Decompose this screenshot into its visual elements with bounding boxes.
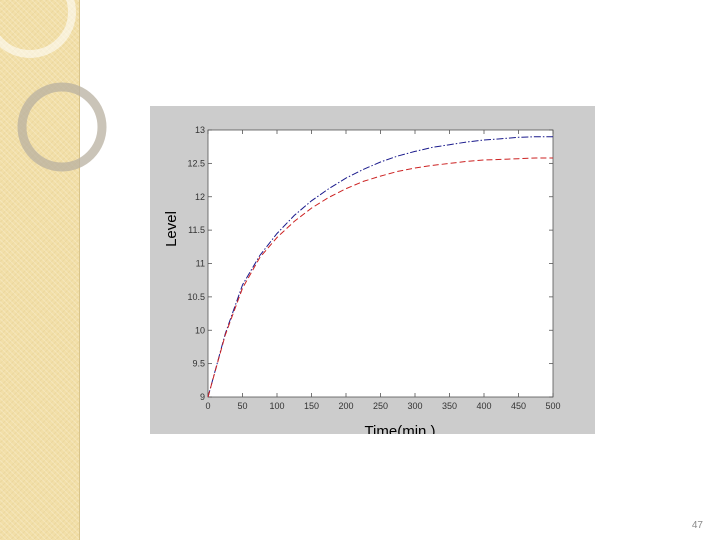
x-tick-label: 450 (511, 401, 526, 411)
x-tick-label: 0 (205, 401, 210, 411)
plot-area (207, 129, 554, 398)
y-axis-title: Level (163, 211, 180, 247)
series-line-2 (207, 157, 553, 398)
decorative-ring-bottom (17, 82, 107, 172)
x-tick-label: 100 (269, 401, 284, 411)
x-axis-title: Time(min.) (364, 423, 435, 434)
series-line-1 (207, 136, 553, 398)
y-tick-label: 10 (195, 325, 205, 335)
y-tick-label: 9.5 (192, 359, 205, 369)
x-tick-label: 200 (338, 401, 353, 411)
y-tick-label: 11.5 (188, 225, 205, 235)
decorative-rings (0, 0, 107, 172)
y-tick-label: 12.5 (187, 158, 205, 168)
line-chart: 0 50 100 150 200 250 300 350 400 450 500 9 9.5 10 10.5… (163, 125, 561, 434)
x-tick-label: 250 (373, 401, 388, 411)
x-tick-label: 50 (237, 401, 247, 411)
sidebar-divider (79, 0, 80, 540)
decorative-ring-top (0, 0, 76, 58)
page-number: 47 (691, 520, 703, 531)
y-tick-label: 13 (195, 125, 205, 135)
series-lines (207, 136, 553, 398)
x-tick-label: 300 (407, 401, 422, 411)
y-tick-label: 10.5 (187, 292, 205, 302)
x-tick-label: 500 (545, 401, 560, 411)
y-tick-label: 9 (200, 392, 205, 402)
x-tick-label: 150 (304, 401, 319, 411)
axis-ticks (207, 129, 554, 398)
y-tick-label: 12 (195, 192, 205, 202)
tick-labels: 0 50 100 150 200 250 300 350 400 450 500 9 9.5 10 10.5… (187, 125, 560, 411)
x-tick-label: 350 (442, 401, 457, 411)
x-tick-label: 400 (476, 401, 491, 411)
y-tick-label: 11 (196, 259, 205, 269)
chart-panel: 0 50 100 150 200 250 300 350 400 450 500 9 9.5 10 10.5… (150, 106, 595, 434)
